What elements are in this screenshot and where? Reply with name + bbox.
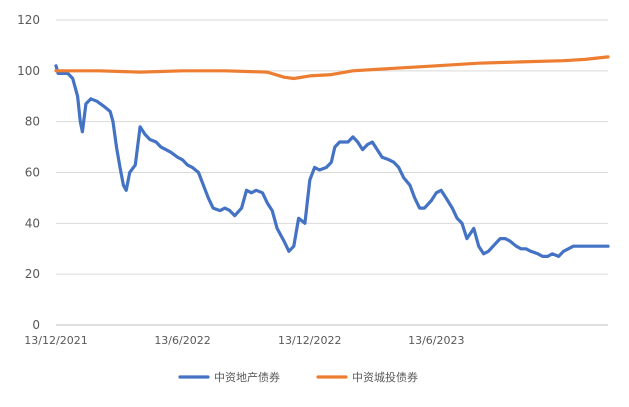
y-tick-label: 120	[17, 13, 40, 27]
series-line-property-bonds	[54, 64, 610, 258]
series	[54, 55, 610, 258]
x-tick-label: 13/12/2021	[24, 334, 87, 347]
y-axis: 0 20 40 60 80 100 120	[17, 13, 40, 332]
series-line-lgfv-bonds	[54, 55, 610, 81]
y-tick-label: 80	[25, 115, 40, 129]
y-tick-label: 0	[32, 318, 40, 332]
x-tick-label: 13/6/2022	[154, 334, 210, 347]
y-tick-label: 40	[25, 216, 40, 230]
y-tick-label: 100	[17, 64, 40, 78]
y-tick-label: 60	[25, 166, 40, 180]
x-tick-label: 13/12/2022	[278, 334, 341, 347]
x-tick-label: 13/6/2023	[408, 334, 464, 347]
legend-label: 中资地产债券	[214, 370, 280, 384]
legend: 中资地产债券 中资城投债券	[178, 370, 418, 384]
y-tick-label: 20	[25, 267, 40, 281]
legend-label: 中资城投债券	[352, 370, 418, 384]
grid	[56, 19, 608, 326]
x-axis: 13/12/2021 13/6/2022 13/12/2022 13/6/2023	[24, 334, 464, 347]
